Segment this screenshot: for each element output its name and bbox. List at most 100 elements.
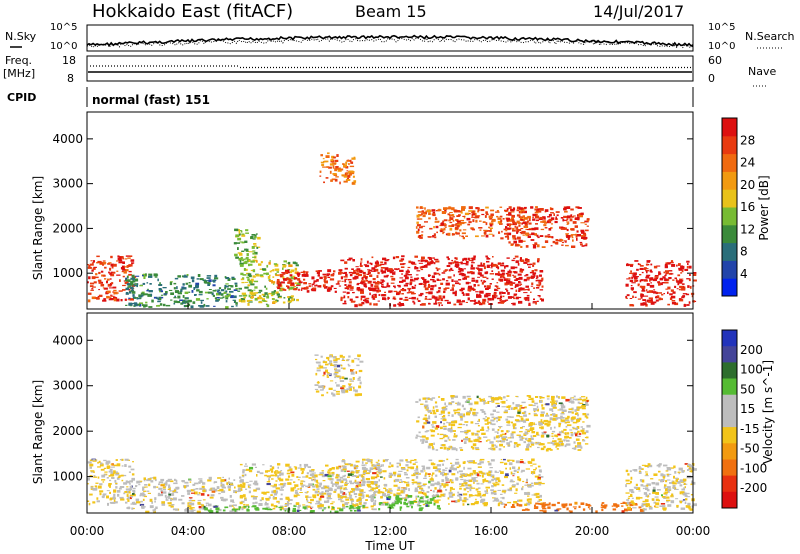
velocity-cell — [558, 431, 563, 434]
velocity-cell — [503, 458, 506, 461]
power-cell — [313, 280, 317, 283]
power-cell — [639, 265, 644, 267]
power-cell — [570, 208, 574, 211]
velocity-cell — [284, 510, 287, 512]
velocity-cell — [270, 485, 275, 487]
power-cell — [467, 285, 472, 288]
power-cell — [562, 218, 565, 222]
power-cell — [333, 270, 336, 273]
power-cell — [462, 258, 465, 262]
velocity-cell — [568, 510, 571, 512]
power-cell — [303, 282, 307, 285]
velocity-cell — [362, 458, 366, 461]
power-cell — [198, 290, 203, 294]
velocity-cell — [349, 505, 354, 509]
power-cell — [688, 278, 691, 282]
velocity-cell — [507, 437, 512, 439]
power-cell — [534, 211, 539, 214]
power-cell — [505, 281, 511, 284]
velocity-cell — [196, 510, 201, 513]
velocity-cell — [640, 505, 644, 508]
velocity-cell — [279, 478, 284, 482]
velocity-cell — [399, 463, 401, 467]
velocity-cell — [357, 509, 361, 512]
power-cell — [676, 280, 681, 283]
velocity-cell — [415, 475, 419, 479]
power-cell — [345, 166, 349, 169]
power-cell — [692, 279, 697, 282]
velocity-cell — [119, 496, 124, 499]
velocity-cell — [101, 474, 106, 478]
velocity-cell — [174, 478, 176, 481]
velocity-cell — [100, 468, 105, 471]
power-cell — [442, 231, 444, 235]
velocity-cell — [441, 483, 444, 486]
velocity-cell — [454, 395, 458, 398]
velocity-cell — [525, 437, 528, 440]
power-cell — [533, 298, 535, 301]
velocity-cell — [393, 473, 396, 477]
velocity-cell — [361, 467, 366, 470]
velocity-cell — [527, 430, 530, 433]
power-cell — [577, 217, 580, 221]
power-cell — [176, 301, 181, 304]
velocity-cell — [378, 479, 380, 482]
velocity-cell — [335, 382, 337, 384]
power-cell — [109, 267, 112, 271]
power-cell — [674, 302, 679, 306]
velocity-cell — [406, 496, 409, 499]
power-cell — [226, 293, 229, 296]
velocity-cell — [109, 468, 113, 472]
power-cell — [506, 278, 511, 280]
velocity-cell — [436, 505, 440, 508]
velocity-cell — [345, 505, 349, 508]
velocity-cell — [325, 369, 328, 373]
velocity-cell — [315, 361, 319, 364]
power-cell — [475, 207, 480, 209]
velocity-cell — [361, 489, 364, 491]
velocity-cell — [129, 494, 134, 496]
power-cell — [532, 244, 535, 246]
velocity-cell — [208, 476, 212, 480]
velocity-cell — [293, 509, 296, 511]
velocity-cell — [475, 440, 481, 442]
velocity-cell — [345, 487, 347, 489]
power-cell — [571, 216, 574, 218]
power-cell — [454, 224, 459, 226]
power-cell — [432, 280, 437, 283]
power-cell — [232, 278, 236, 280]
velocity-cell — [268, 476, 271, 478]
power-cell — [433, 262, 436, 265]
power-cell — [327, 152, 330, 155]
power-cell — [512, 227, 514, 230]
velocity-cell — [333, 490, 337, 493]
velocity-cell — [166, 480, 171, 482]
velocity-cell — [538, 502, 541, 505]
power-cell — [465, 275, 470, 278]
power-cell — [288, 261, 291, 265]
power-cell — [327, 269, 332, 273]
velocity-cell — [340, 495, 343, 498]
velocity-cell — [500, 430, 504, 433]
power-cell — [538, 279, 543, 282]
power-cell — [360, 291, 364, 294]
power-cell — [650, 263, 653, 266]
velocity-cell — [129, 483, 131, 485]
power-cell — [503, 228, 507, 231]
velocity-cell — [418, 508, 423, 512]
velocity-cell — [306, 491, 309, 493]
velocity-cell — [582, 508, 586, 511]
velocity-cell — [353, 464, 356, 468]
velocity-cell — [441, 444, 446, 447]
velocity-cell — [368, 469, 372, 473]
velocity-cell — [495, 499, 500, 502]
velocity-cell — [557, 433, 561, 436]
velocity-cell — [203, 505, 206, 509]
power-cell — [440, 230, 443, 233]
power-cell — [148, 275, 152, 278]
velocity-cell — [582, 432, 587, 435]
power-cell — [290, 286, 295, 290]
velocity-cell — [529, 445, 532, 448]
power-cell — [110, 295, 115, 297]
velocity-cell — [344, 489, 348, 491]
